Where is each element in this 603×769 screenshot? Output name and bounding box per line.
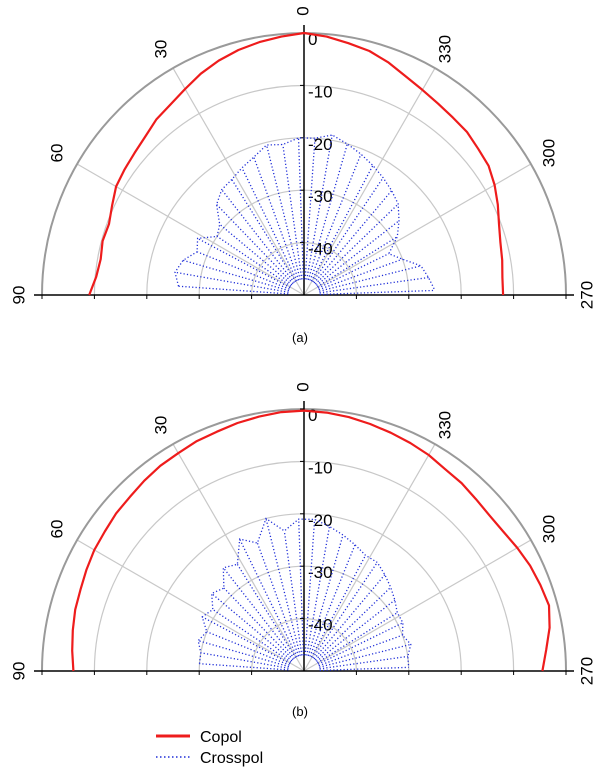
radial-tick-label: -10: [308, 458, 333, 477]
series-streak-crosspol: [198, 640, 290, 668]
series-streak-crosspol: [211, 593, 293, 662]
series-streak-crosspol: [310, 555, 367, 658]
series-streak-crosspol: [319, 655, 408, 670]
series-streak-crosspol: [182, 259, 290, 292]
grid-spoke: [303, 443, 436, 672]
angle-tick-label: 300: [539, 515, 558, 543]
series-streak-crosspol: [199, 663, 289, 671]
series-streak-crosspol: [216, 235, 292, 287]
grid-spoke: [172, 443, 305, 672]
series-streak-crosspol: [317, 253, 390, 289]
series-streak-crosspol: [239, 538, 298, 658]
series-streak-crosspol: [265, 144, 301, 280]
series-streak-crosspol: [314, 203, 399, 285]
series-streak-crosspol: [283, 530, 303, 656]
series-streak-crosspol: [319, 276, 429, 294]
angle-tick-label: 0: [293, 6, 312, 15]
series-streak-crosspol: [174, 271, 289, 293]
legend-label-copol: Copol: [200, 729, 242, 746]
chart-caption-a: (a): [292, 330, 308, 345]
angle-tick-label: 270: [577, 281, 596, 309]
series-streak-crosspol: [313, 574, 386, 660]
grid-spoke: [172, 67, 305, 296]
series-line-copol: [71, 409, 551, 672]
radial-tick-label: 0: [308, 30, 317, 49]
radial-tick-label: -30: [308, 563, 333, 582]
series-streak-crosspol: [196, 251, 290, 290]
series-streak-crosspol: [253, 156, 300, 281]
series-streak-crosspol: [315, 220, 400, 286]
radial-tick-label: 0: [308, 406, 317, 425]
angle-tick-label: 330: [435, 411, 454, 439]
angle-tick-label: 30: [151, 416, 170, 435]
angle-tick-label: 30: [151, 40, 170, 59]
angle-tick-label: 0: [293, 382, 312, 391]
series-streak-crosspol: [221, 189, 295, 284]
angle-tick-label: 300: [539, 139, 558, 167]
series-streak-crosspol: [309, 544, 356, 657]
series-streak-crosspol: [222, 567, 295, 660]
series-streak-crosspol: [306, 526, 331, 656]
angle-tick-label: 60: [48, 520, 67, 539]
series-streak-crosspol: [316, 236, 398, 288]
angle-tick-label: 330: [435, 35, 454, 63]
angle-tick-label: 270: [577, 657, 596, 685]
series-streak-crosspol: [241, 167, 298, 282]
series-streak-crosspol: [318, 634, 403, 667]
series-streak-crosspol: [231, 179, 297, 283]
chart-caption-b: (b): [292, 704, 308, 719]
series-streak-crosspol: [236, 564, 297, 659]
series-streak-crosspol: [307, 143, 348, 281]
series-streak-crosspol: [317, 622, 404, 665]
legend-label-crosspol: Crosspol: [200, 750, 263, 767]
series-streak-crosspol: [310, 165, 374, 282]
legend: Copol Crosspol: [156, 729, 263, 767]
series-streak-crosspol: [318, 258, 403, 291]
series-streak-crosspol: [298, 519, 305, 656]
angle-tick-label: 90: [9, 286, 28, 305]
angle-tick-label: 90: [9, 662, 28, 681]
grid-spoke: [303, 539, 532, 672]
series-streak-crosspol: [309, 153, 362, 281]
series-streak-crosspol: [319, 666, 409, 672]
series-streak-crosspol: [314, 586, 392, 661]
radial-tick-label: -20: [308, 511, 333, 530]
grid-spoke: [303, 163, 532, 296]
series-streak-crosspol: [282, 144, 303, 280]
series-streak-crosspol: [307, 534, 344, 657]
series-streak-crosspol: [319, 289, 435, 296]
grid-spoke: [76, 539, 305, 672]
series-streak-crosspol: [312, 562, 378, 659]
angle-tick-label: 60: [48, 144, 67, 163]
series-streak-crosspol: [319, 265, 422, 292]
series-streak-crosspol: [197, 237, 291, 289]
series-streak-crosspol: [316, 612, 398, 664]
radial-tick-label: -10: [308, 82, 333, 101]
series-streak-crosspol: [319, 643, 411, 668]
series-streak-crosspol: [178, 285, 289, 295]
series-streak-crosspol: [206, 631, 290, 666]
series-streak-crosspol: [306, 134, 333, 280]
series-streak-crosspol: [219, 223, 293, 286]
radial-tick-label: -20: [308, 135, 333, 154]
series-streak-crosspol: [216, 204, 294, 285]
radial-tick-label: -30: [308, 187, 333, 206]
series-streak-crosspol: [304, 519, 316, 656]
series-line-crosspol: [197, 517, 412, 668]
series-streak-crosspol: [256, 542, 300, 657]
series-line-copol: [88, 31, 505, 296]
series-streak-crosspol: [312, 177, 384, 283]
series-streak-crosspol: [200, 652, 289, 669]
grid-spoke: [303, 67, 436, 296]
grid-spoke: [76, 163, 305, 296]
series-streak-crosspol: [212, 608, 292, 663]
series-line-crosspol: [174, 134, 436, 291]
